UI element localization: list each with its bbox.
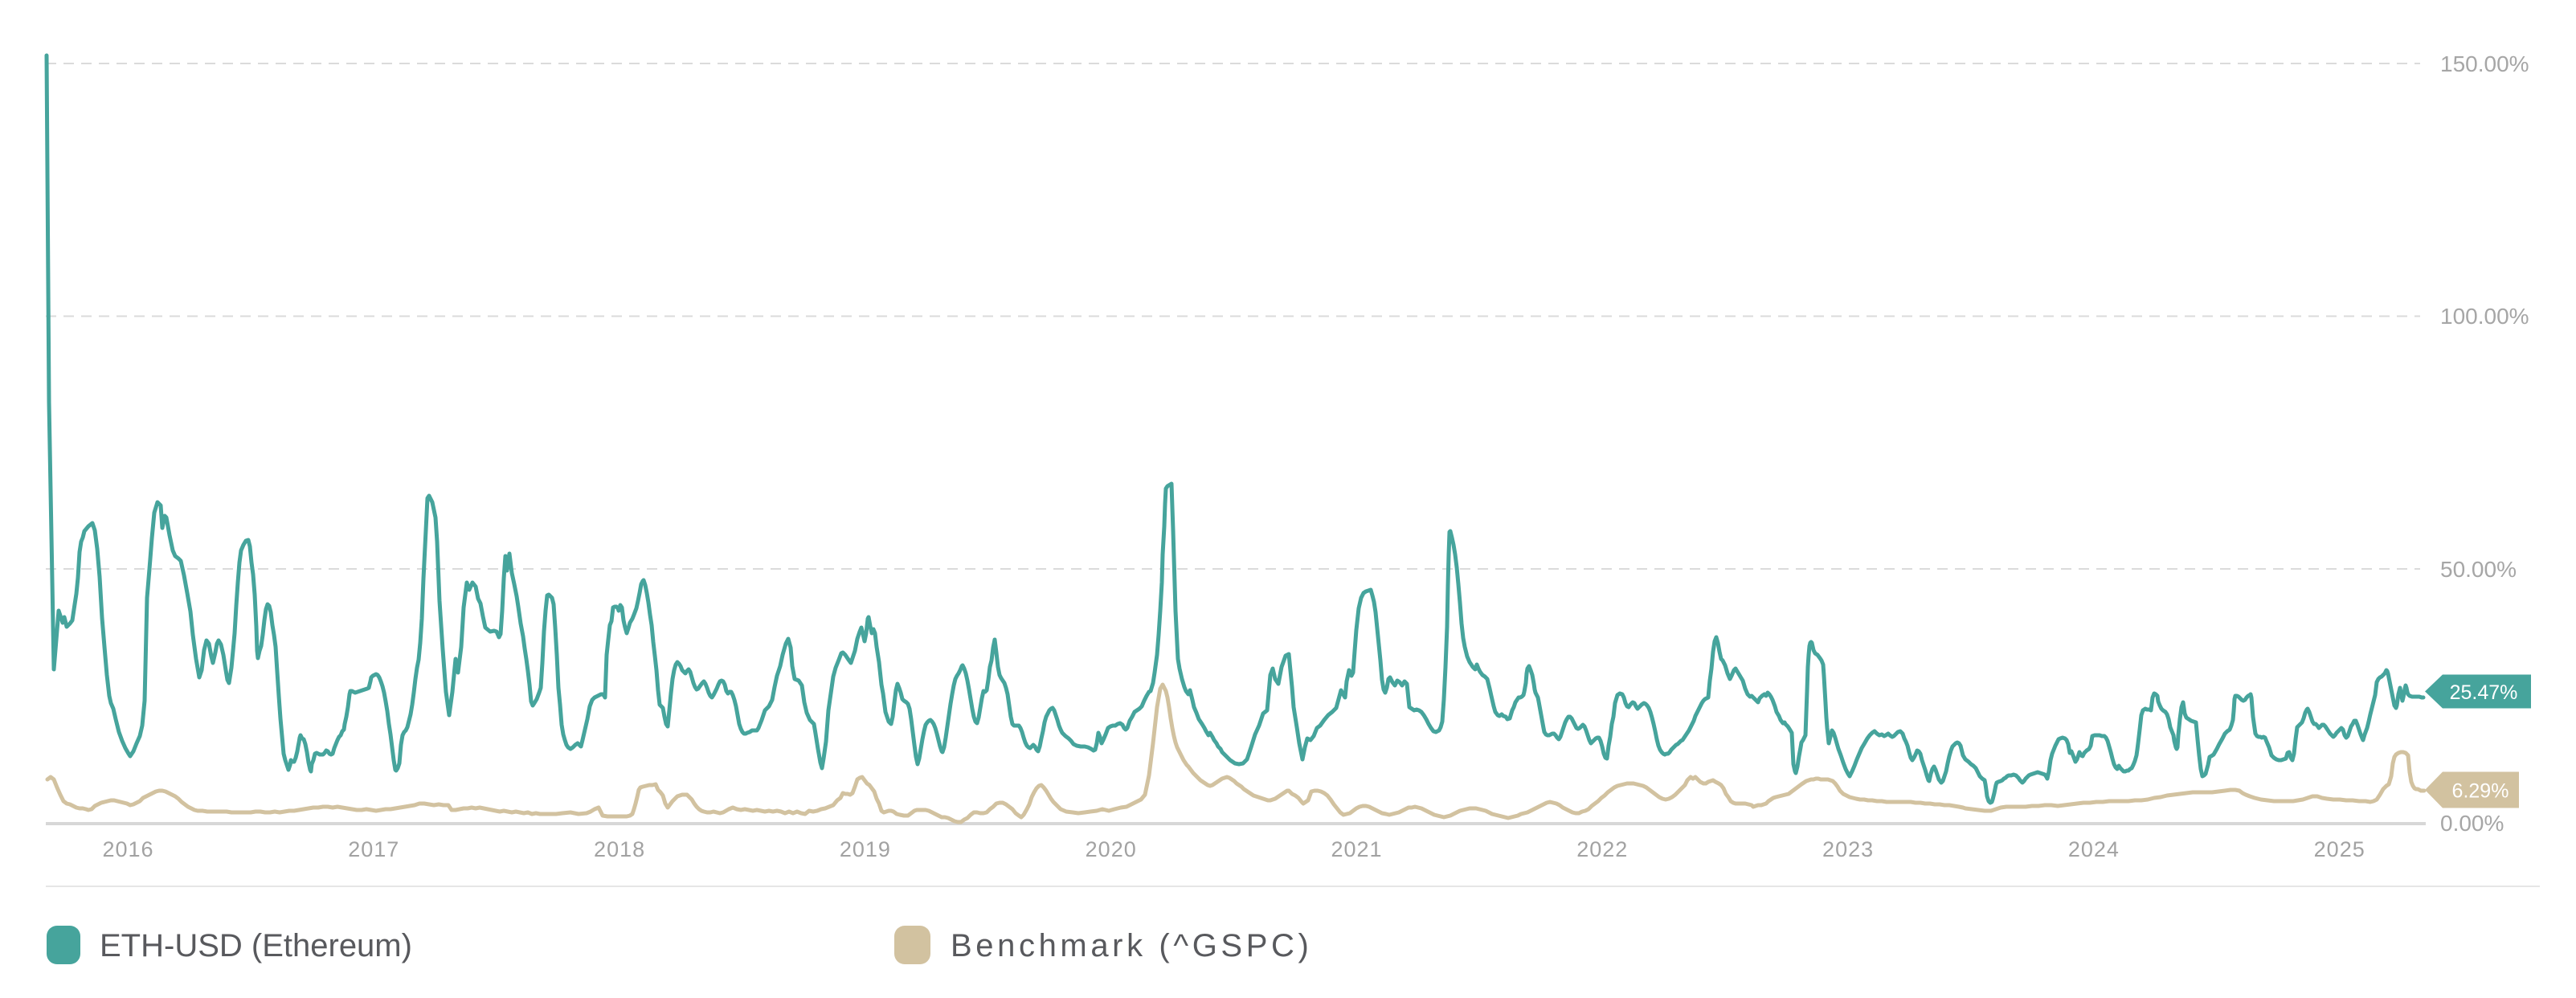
- svg-text:2016: 2016: [102, 837, 153, 861]
- svg-text:2017: 2017: [348, 837, 399, 861]
- svg-text:2023: 2023: [1822, 837, 1874, 861]
- svg-text:25.47%: 25.47%: [2450, 681, 2518, 704]
- svg-text:ETH-USD (Ethereum): ETH-USD (Ethereum): [100, 928, 412, 963]
- svg-text:100.00%: 100.00%: [2440, 304, 2529, 329]
- svg-text:Benchmark (^GSPC): Benchmark (^GSPC): [951, 928, 1312, 963]
- svg-text:2022: 2022: [1576, 837, 1628, 861]
- svg-text:50.00%: 50.00%: [2440, 557, 2517, 582]
- svg-text:2024: 2024: [2068, 837, 2120, 861]
- svg-text:2025: 2025: [2314, 837, 2365, 861]
- svg-text:2021: 2021: [1331, 837, 1382, 861]
- svg-text:0.00%: 0.00%: [2440, 811, 2504, 836]
- svg-text:6.29%: 6.29%: [2452, 780, 2509, 803]
- svg-text:2020: 2020: [1086, 837, 1137, 861]
- svg-text:150.00%: 150.00%: [2440, 51, 2529, 76]
- svg-text:2018: 2018: [594, 837, 645, 861]
- svg-text:2019: 2019: [840, 837, 891, 861]
